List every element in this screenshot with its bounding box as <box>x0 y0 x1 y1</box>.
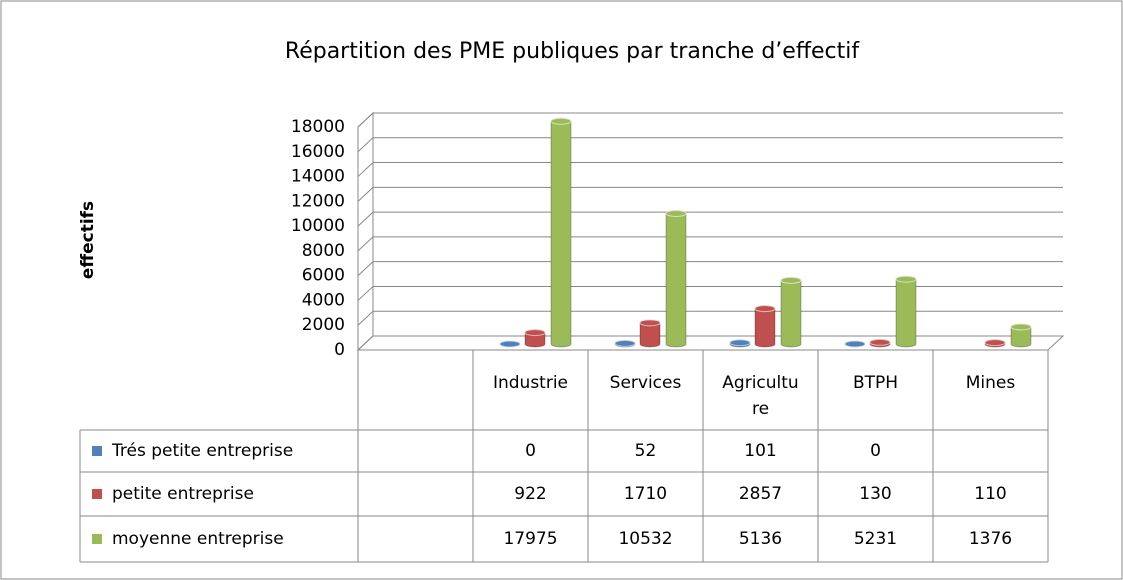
bar <box>550 117 572 348</box>
x-tick-label: Agriculture <box>722 373 799 419</box>
legend-swatch <box>92 446 102 456</box>
data-table: Industrie Services Agriculture BTPH Mines Tré… <box>79 349 1049 563</box>
legend-swatch <box>92 534 102 544</box>
x-tick-label: Services <box>609 373 682 393</box>
grid-line <box>357 162 1063 177</box>
grid-line <box>357 211 1063 227</box>
legend-label: moyenne entreprise <box>112 529 284 549</box>
legend-swatch <box>92 489 102 499</box>
bar-top <box>869 338 891 346</box>
bar-top <box>844 340 866 348</box>
y-tick-label: 0 <box>334 340 345 360</box>
y-tick-label: 2000 <box>302 315 345 335</box>
x-category-cell: Services <box>609 373 682 393</box>
grid-line <box>357 335 1063 351</box>
y-tick-label: 18000 <box>291 117 345 137</box>
x-category-cell: Industrie <box>492 373 569 393</box>
bar-top <box>754 305 776 313</box>
bar <box>895 275 917 348</box>
chart-title: Répartition des PME publiques par tranch… <box>285 39 860 64</box>
table-value: 17975 <box>503 529 557 549</box>
x-tick-label: Mines <box>965 373 1016 393</box>
y-axis-label: effectifs <box>78 201 98 279</box>
x-tick-label: BTPH <box>852 373 899 393</box>
table-value: 922 <box>514 484 546 504</box>
table-value: 5136 <box>739 529 782 549</box>
bar-top <box>550 117 572 125</box>
bar-top <box>729 339 751 347</box>
y-tick-label: 16000 <box>291 142 345 162</box>
bar-top <box>780 276 802 284</box>
table-value: 10532 <box>618 529 672 549</box>
legend-label: Trés petite entreprise <box>111 441 293 461</box>
table-value: 5231 <box>854 529 897 549</box>
table-value: 52 <box>635 441 657 461</box>
bar <box>780 276 802 348</box>
legend-label: petite entreprise <box>112 484 254 504</box>
table-value: 0 <box>870 441 881 461</box>
y-tick-label: 4000 <box>302 290 345 310</box>
bar-top <box>614 339 636 347</box>
x-category-cell: BTPH <box>852 373 899 393</box>
x-category-cell: Agriculture <box>722 373 799 419</box>
grid-line <box>357 285 1063 301</box>
y-tick-label: 12000 <box>291 191 345 211</box>
bar-top <box>984 339 1006 347</box>
table-value: 1710 <box>624 484 667 504</box>
x-category-cell <box>376 370 455 430</box>
grid-line <box>357 186 1063 202</box>
y-tick-label: 14000 <box>291 167 345 187</box>
grid-line <box>357 261 1063 277</box>
grid-line <box>357 137 1063 153</box>
bar <box>665 210 687 348</box>
floor <box>356 335 1065 351</box>
bar-top <box>1010 323 1032 331</box>
bar-top <box>665 210 687 218</box>
grid-line <box>357 310 1063 326</box>
x-tick-label: Industrie <box>492 373 569 393</box>
bar-top <box>524 329 546 337</box>
side-wall <box>357 111 374 352</box>
grid-line <box>357 112 1063 128</box>
y-tick-label: 10000 <box>291 216 345 236</box>
table-value: 2857 <box>739 484 782 504</box>
table-value: 110 <box>974 484 1006 504</box>
y-tick-label: 8000 <box>302 241 345 261</box>
x-category-cell: Mines <box>965 373 1016 393</box>
table-value: 1376 <box>969 529 1012 549</box>
bar-top <box>499 340 521 348</box>
table-value: 130 <box>859 484 891 504</box>
table-value: 101 <box>744 441 776 461</box>
table-value: 0 <box>525 441 536 461</box>
grid-line <box>357 236 1063 252</box>
bar-top <box>895 275 917 283</box>
bar-top <box>639 319 661 327</box>
y-tick-label: 6000 <box>302 266 345 286</box>
